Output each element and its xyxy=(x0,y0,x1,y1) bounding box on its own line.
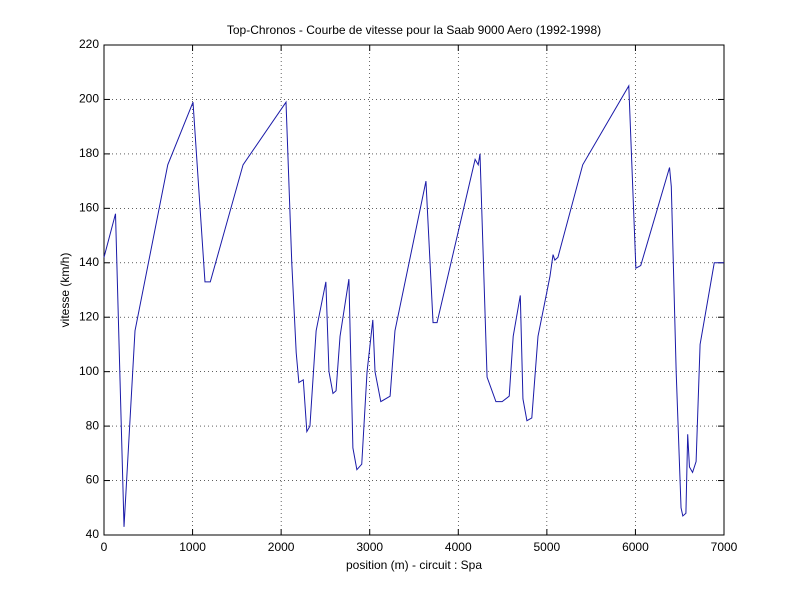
x-tick-label: 0 xyxy=(101,540,108,554)
y-tick-label: 60 xyxy=(86,473,100,487)
y-tick-label: 80 xyxy=(86,418,100,432)
y-tick-label: 160 xyxy=(79,201,99,215)
x-tick-label: 1000 xyxy=(179,540,206,554)
speed-line xyxy=(103,84,724,527)
x-tick-label: 5000 xyxy=(534,540,561,554)
x-tick-label: 2000 xyxy=(268,540,295,554)
y-axis-label: vitesse (km/h) xyxy=(58,253,72,328)
y-tick-label: 40 xyxy=(86,527,100,541)
y-tick-label: 140 xyxy=(79,255,99,269)
x-axis-label: position (m) - circuit : Spa xyxy=(346,558,482,572)
y-tick-label: 120 xyxy=(79,309,99,323)
x-tick-label: 4000 xyxy=(445,540,472,554)
y-tick-label: 220 xyxy=(79,37,99,51)
x-tick-label: 7000 xyxy=(711,540,738,554)
plot-frame xyxy=(103,44,725,536)
y-tick-label: 200 xyxy=(79,92,99,106)
x-tick-label: 3000 xyxy=(356,540,383,554)
y-tick-label: 180 xyxy=(79,146,99,160)
chart-title: Top-Chronos - Courbe de vitesse pour la … xyxy=(227,23,601,37)
y-tick-label: 100 xyxy=(79,364,99,378)
x-tick-label: 6000 xyxy=(622,540,649,554)
